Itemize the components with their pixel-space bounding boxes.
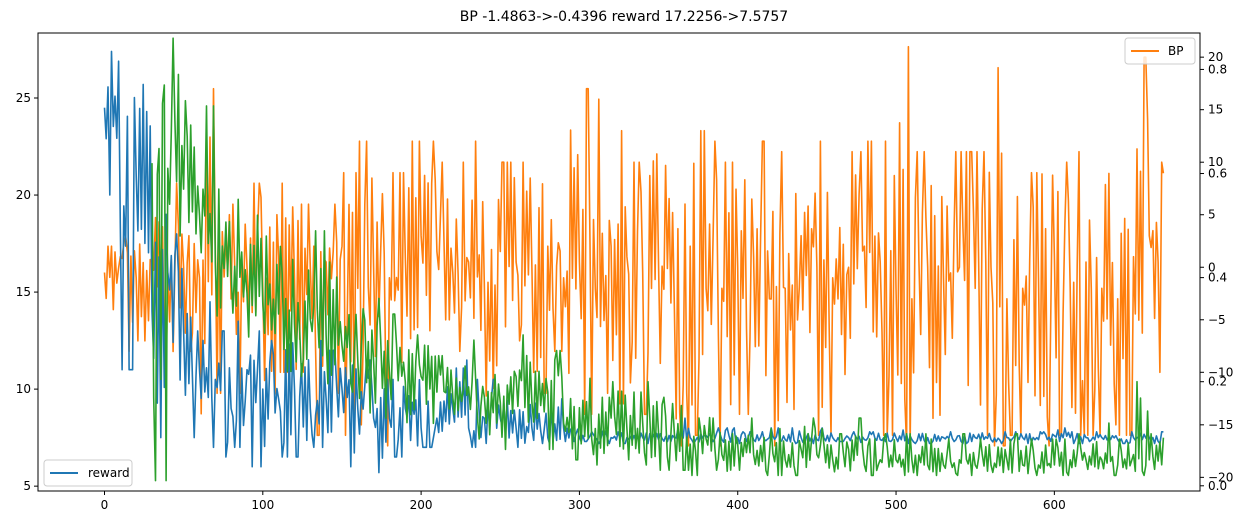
series-line-bp [103,45,1165,447]
x-tick-label: 500 [885,498,908,512]
y-right-inner-tick-label: 0.2 [1208,375,1227,389]
y-left-tick-label: 10 [16,382,31,396]
y-left-tick-label: 20 [16,188,31,202]
y-axis-right-outer: −20 −15 −10 −5 0 5 10 15 20 [1200,50,1233,484]
legend-bp-label: BP [1168,44,1183,58]
y-right-inner-tick-label: 0.8 [1208,62,1227,76]
y-right-outer-tick-label: −5 [1208,313,1226,327]
legend-reward: reward [43,459,133,487]
plot-frame [37,32,1201,492]
x-tick-label: 400 [726,498,749,512]
x-tick-label: 0 [101,498,109,512]
legend-reward-label: reward [88,466,130,480]
y-right-inner-tick-label: 0.6 [1208,167,1227,181]
x-tick-label: 100 [251,498,274,512]
y-right-outer-tick-label: 15 [1208,103,1223,117]
y-right-inner-tick-label: 0.4 [1208,271,1227,285]
legend-reward-box [43,459,133,487]
x-tick-label: 300 [568,498,591,512]
y-axis-left: 5 10 15 20 25 [16,91,38,493]
y-right-outer-tick-label: −10 [1208,365,1233,379]
y-right-inner-tick-label: 0.0 [1208,479,1227,493]
y-right-outer-tick-label: 5 [1208,208,1216,222]
y-right-outer-tick-label: −15 [1208,418,1233,432]
legend-bp-box [1124,37,1196,65]
y-left-tick-label: 25 [16,91,31,105]
series-line-reward [103,50,1164,474]
y-right-outer-tick-label: 20 [1208,50,1223,64]
y-right-outer-tick-label: 10 [1208,155,1223,169]
legend-bp: BP [1124,37,1196,65]
x-tick-label: 600 [1043,498,1066,512]
plot-area [103,37,1165,482]
x-tick-label: 200 [410,498,433,512]
y-right-outer-tick-label: 0 [1208,260,1216,274]
series-line-green [151,37,1165,482]
x-axis: 0 100 200 300 400 500 600 [101,491,1066,512]
y-right-outer-tick-label: −20 [1208,470,1233,484]
y-axis-right-inner: 0.0 0.2 0.4 0.6 0.8 [1200,62,1227,493]
y-left-tick-label: 15 [16,285,31,299]
chart-title: BP -1.4863->-0.4396 reward 17.2256->7.57… [460,9,788,25]
y-left-tick-label: 5 [23,479,31,493]
